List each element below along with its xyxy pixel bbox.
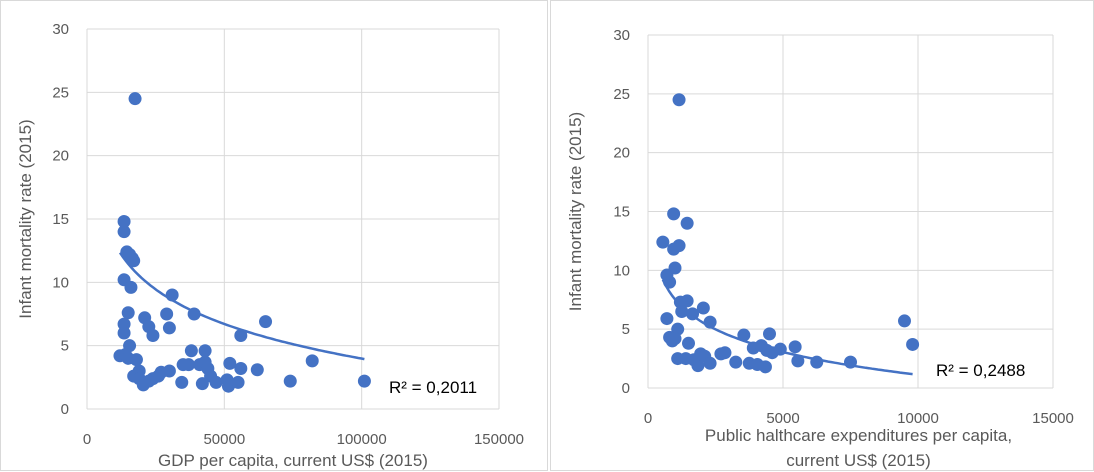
data-point bbox=[680, 294, 694, 308]
y-tick-label: 25 bbox=[613, 86, 630, 103]
x-tick-label: 50000 bbox=[203, 431, 245, 448]
data-point bbox=[703, 356, 717, 370]
y-tick-label: 0 bbox=[622, 380, 630, 397]
data-point bbox=[682, 336, 695, 350]
data-point bbox=[231, 375, 245, 389]
data-point bbox=[209, 375, 223, 389]
data-point bbox=[758, 360, 772, 374]
data-point bbox=[165, 288, 179, 302]
data-point bbox=[663, 275, 677, 289]
x-tick-label: 0 bbox=[644, 410, 652, 427]
data-point bbox=[906, 337, 920, 351]
y-tick-label: 15 bbox=[613, 204, 630, 221]
data-point bbox=[668, 261, 682, 275]
data-point bbox=[763, 327, 776, 341]
data-point bbox=[127, 254, 141, 268]
data-point bbox=[729, 355, 743, 369]
data-point bbox=[675, 305, 689, 319]
chart-right: 0 5 10 15 20 25 30 0 5000 10000 15000 Infant mortal… bbox=[550, 0, 1094, 471]
x-tick-label: 5000 bbox=[766, 410, 799, 427]
data-point bbox=[117, 215, 131, 229]
data-point bbox=[175, 375, 189, 389]
data-point bbox=[668, 332, 682, 346]
r-squared-label: R² = 0,2011 bbox=[389, 378, 477, 397]
data-point bbox=[151, 369, 165, 383]
data-point bbox=[162, 321, 176, 335]
y-tick-label: 10 bbox=[52, 274, 69, 291]
chart-left: 0 5 10 15 20 25 30 0 50000 100000 150000 Infant mor… bbox=[0, 0, 548, 471]
x-tick-label: 0 bbox=[83, 431, 91, 448]
data-point bbox=[195, 377, 209, 391]
y-tick-label: 5 bbox=[622, 321, 630, 338]
y-tick-label: 20 bbox=[613, 145, 630, 162]
y-tick-label: 5 bbox=[61, 338, 69, 355]
y-tick-label: 15 bbox=[52, 211, 69, 228]
x-tick-label: 150000 bbox=[474, 431, 524, 448]
data-point bbox=[283, 374, 297, 388]
data-point bbox=[117, 326, 131, 340]
y-tick-label: 10 bbox=[613, 262, 630, 279]
data-point bbox=[898, 314, 911, 328]
data-point bbox=[718, 346, 732, 360]
y-tick-label: 30 bbox=[52, 21, 69, 38]
data-point bbox=[844, 355, 857, 369]
data-point bbox=[124, 280, 138, 294]
data-point bbox=[259, 315, 273, 329]
data-point bbox=[184, 344, 198, 358]
data-point bbox=[198, 344, 212, 358]
data-point bbox=[234, 361, 248, 375]
data-point bbox=[160, 307, 174, 321]
data-point bbox=[182, 358, 196, 372]
x-axis-title: GDP per capita, current US$ (2015) bbox=[158, 451, 428, 470]
data-point bbox=[357, 374, 371, 388]
data-point bbox=[691, 359, 705, 373]
data-point bbox=[146, 329, 160, 343]
data-point bbox=[129, 353, 143, 367]
data-point bbox=[250, 363, 264, 377]
data-point bbox=[656, 235, 670, 249]
y-tick-label: 30 bbox=[613, 27, 630, 44]
data-point bbox=[773, 342, 787, 356]
data-point bbox=[117, 225, 131, 239]
data-point bbox=[121, 306, 135, 320]
data-point bbox=[696, 301, 710, 315]
data-point bbox=[234, 329, 248, 343]
data-point bbox=[788, 340, 802, 354]
data-point bbox=[703, 315, 717, 329]
data-point bbox=[223, 356, 237, 370]
y-tick-label: 20 bbox=[52, 148, 69, 165]
x-axis-title-line: current US$ (2015) bbox=[786, 451, 931, 470]
data-point bbox=[737, 328, 751, 342]
data-point bbox=[660, 312, 674, 326]
x-tick-label: 10000 bbox=[897, 410, 939, 427]
data-point bbox=[680, 216, 694, 230]
data-point bbox=[305, 354, 319, 368]
data-point bbox=[667, 242, 681, 256]
y-axis-title: Infant mortality rate (2015) bbox=[566, 112, 585, 311]
r-squared-label: R² = 0,2488 bbox=[936, 361, 1025, 380]
data-point bbox=[810, 355, 824, 369]
x-tick-label: 100000 bbox=[337, 431, 387, 448]
x-axis-title-line: Public halthcare expenditures per capita… bbox=[705, 426, 1012, 445]
y-axis-title: Infant mortality rate (2015) bbox=[16, 119, 35, 318]
y-tick-label: 25 bbox=[52, 84, 69, 101]
healthcare-mortality-scatter-chart: 0 5 10 15 20 25 30 0 5000 10000 15000 Infant mortal… bbox=[566, 27, 1074, 470]
data-point bbox=[187, 307, 201, 321]
data-point bbox=[128, 92, 142, 106]
data-point bbox=[142, 374, 156, 388]
data-point bbox=[667, 207, 681, 221]
data-point bbox=[791, 354, 805, 368]
y-tick-label: 0 bbox=[61, 401, 69, 418]
data-point bbox=[672, 93, 686, 107]
gdp-mortality-scatter-chart: 0 5 10 15 20 25 30 0 50000 100000 150000 Infant mor… bbox=[16, 21, 524, 470]
trendline bbox=[118, 252, 365, 361]
x-tick-label: 15000 bbox=[1032, 410, 1074, 427]
data-point bbox=[686, 307, 700, 321]
